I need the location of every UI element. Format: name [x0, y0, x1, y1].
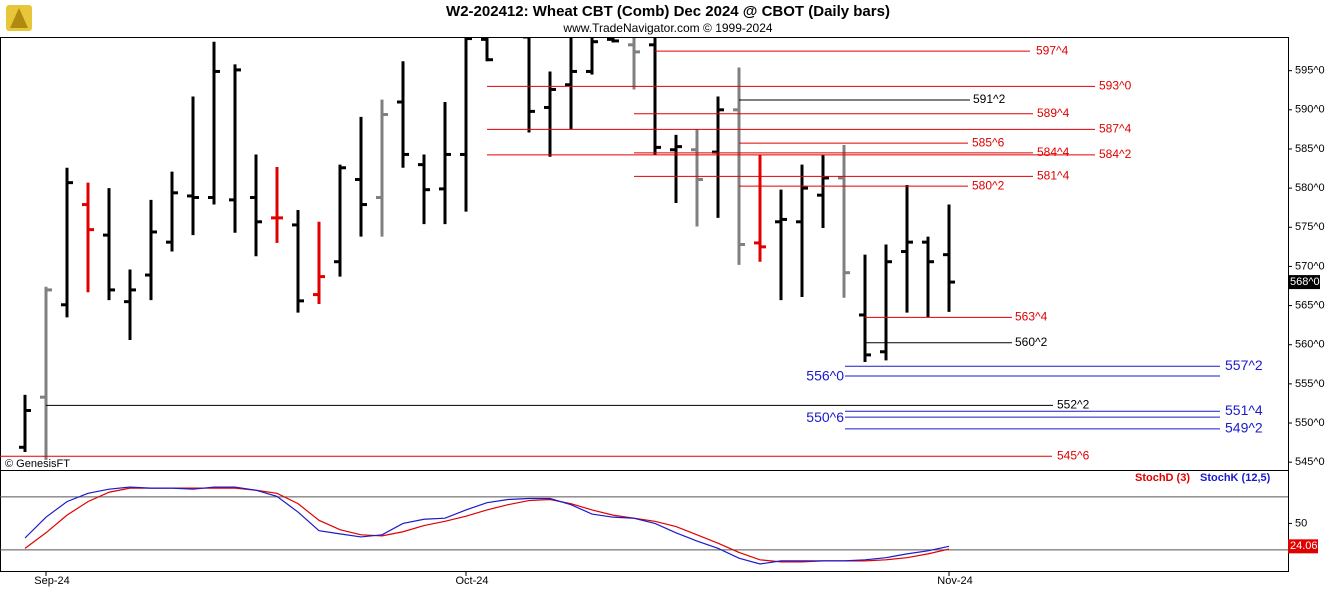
x-tick-label: Nov-24	[937, 575, 972, 587]
level-label: 563^4	[1015, 309, 1048, 323]
y-tick-label: 575^0	[1295, 221, 1325, 233]
level-label: 551^4	[1225, 402, 1263, 418]
price-panel	[19, 38, 955, 460]
y-tick-label: 565^0	[1295, 299, 1325, 311]
y-tick-label: 590^0	[1295, 104, 1325, 116]
level-label: 589^4	[1037, 106, 1070, 120]
y-tick-label: 545^0	[1295, 456, 1325, 468]
last-value-box	[1288, 539, 1318, 554]
level-label: 585^6	[972, 135, 1005, 149]
indicator-line	[24, 486, 950, 565]
level-label: 550^6	[806, 409, 844, 425]
legend-entry: StochK (12,5)	[1200, 472, 1271, 484]
chart-title: W2-202412: Wheat CBT (Comb) Dec 2024 @ C…	[446, 3, 890, 20]
last-price-label: 568^0	[1290, 276, 1320, 288]
level-label: 560^2	[1015, 335, 1048, 349]
y-tick-label: 585^0	[1295, 143, 1325, 155]
y-tick-label: 560^0	[1295, 339, 1325, 351]
level-label: 591^2	[973, 92, 1006, 106]
y-tick-label: 50	[1295, 517, 1307, 529]
level-label: 549^2	[1225, 420, 1263, 436]
x-tick-label: Oct-24	[455, 575, 488, 587]
chart-subtitle: www.TradeNavigator.com © 1999-2024	[562, 21, 772, 35]
level-label: 545^6	[1057, 448, 1090, 462]
level-label: 556^0	[806, 368, 844, 384]
level-label: 597^4	[1036, 43, 1069, 57]
level-label: 593^0	[1099, 79, 1132, 93]
level-label: 581^4	[1037, 169, 1070, 183]
level-label: 557^2	[1225, 357, 1263, 373]
y-tick-label: 570^0	[1295, 260, 1325, 272]
level-label: 584^4	[1037, 145, 1070, 159]
plot-frame	[0, 37, 1289, 572]
legend-entry: StochD (3)	[1135, 472, 1190, 484]
source-note: © GenesisFT	[5, 458, 70, 470]
level-label: 587^4	[1099, 122, 1132, 136]
y-tick-label: 595^0	[1295, 65, 1325, 77]
level-label: 552^2	[1057, 398, 1090, 412]
last-value-label: 24.06	[1290, 540, 1318, 552]
level-label: 584^2	[1099, 147, 1132, 161]
logo	[6, 5, 32, 31]
y-tick-label: 550^0	[1295, 417, 1325, 429]
y-tick-label: 580^0	[1295, 182, 1325, 194]
y-tick-label: 555^0	[1295, 378, 1325, 390]
level-label: 580^2	[972, 178, 1005, 192]
x-tick-label: Sep-24	[34, 575, 69, 587]
last-price-box	[1288, 275, 1320, 290]
